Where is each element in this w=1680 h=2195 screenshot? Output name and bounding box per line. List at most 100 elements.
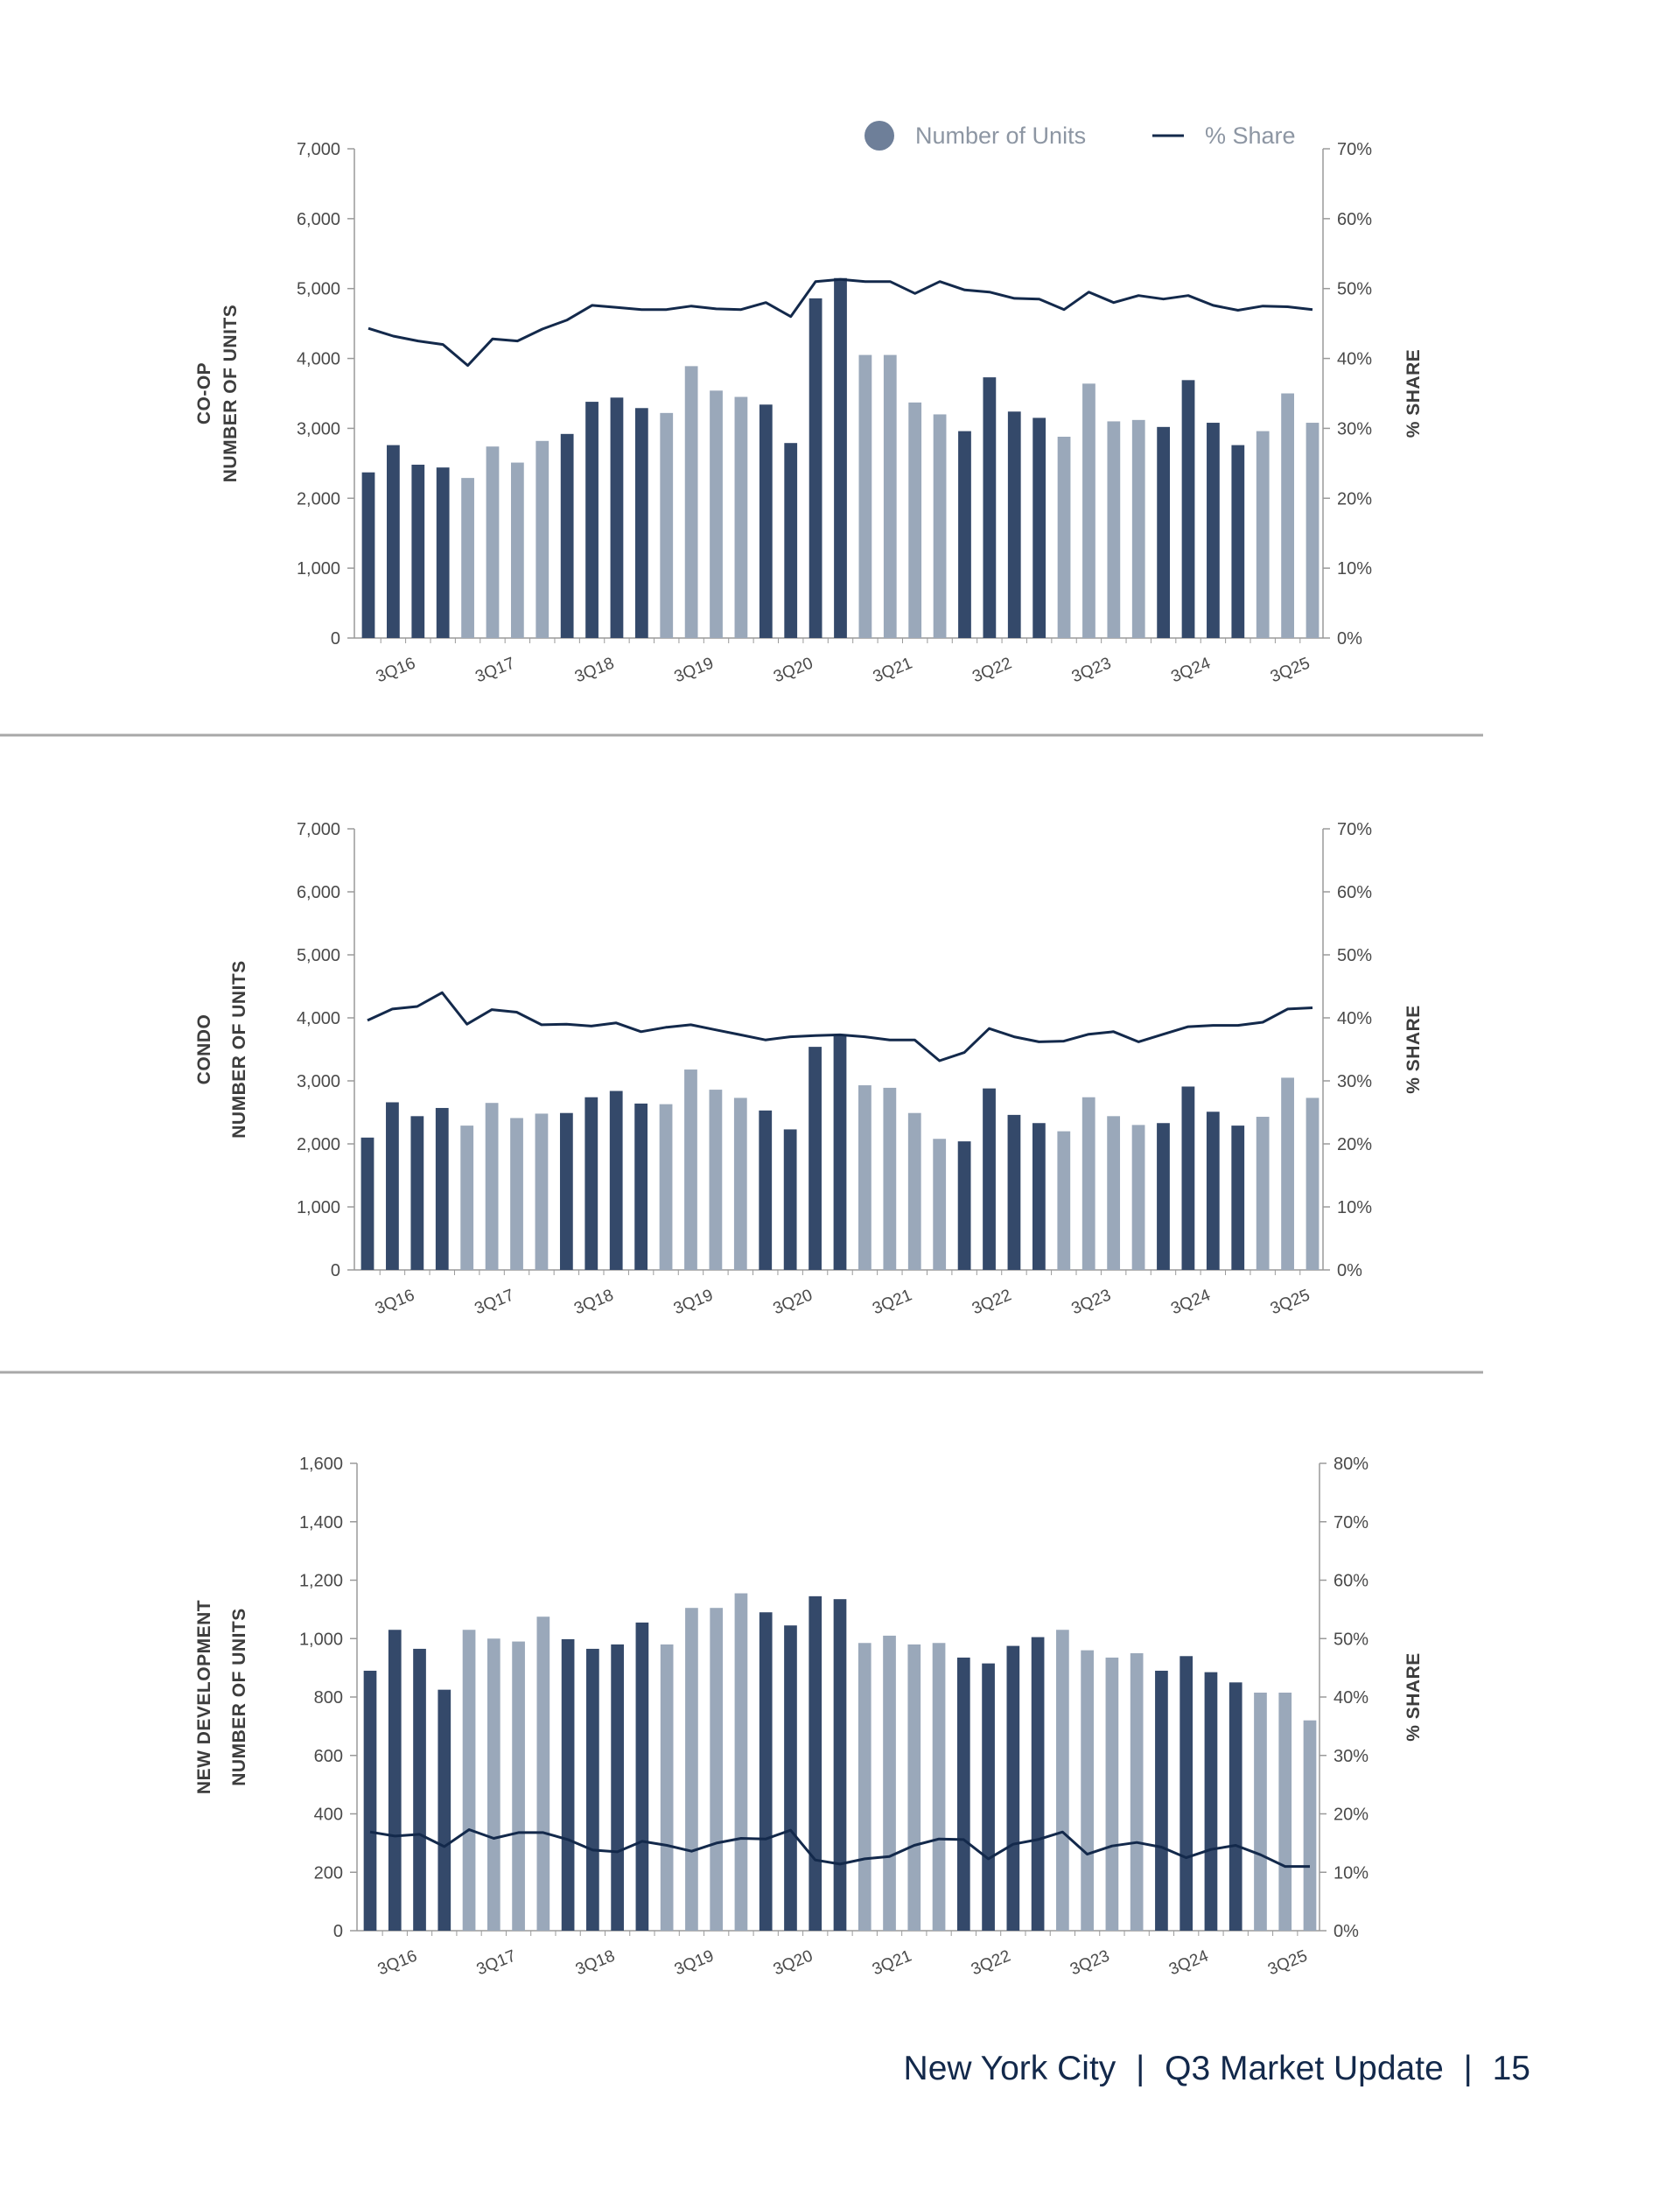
y-tick-label: 400 [314, 1806, 343, 1825]
bar [784, 1625, 797, 1931]
y2-tick-label: 10% [1334, 1863, 1368, 1883]
legend-units-marker [864, 121, 894, 151]
x-tick-label: 3Q21 [871, 654, 915, 686]
bar [883, 1087, 897, 1270]
y2-tick-label: 20% [1337, 489, 1372, 508]
bar [510, 462, 524, 638]
y-tick-label: 5,000 [297, 946, 340, 965]
y-axis-title: NUMBER OF UNITS [220, 305, 241, 483]
bar [1207, 423, 1220, 638]
y-tick-label: 4,000 [297, 350, 340, 369]
bar [733, 1098, 747, 1270]
bar [660, 412, 674, 638]
y2-tick-label: 0% [1334, 1922, 1359, 1941]
legend-units-label: Number of Units [915, 123, 1086, 149]
bar [411, 464, 425, 638]
bar [983, 377, 997, 638]
bar [1281, 393, 1294, 638]
y2-tick-label: 40% [1337, 350, 1372, 369]
bar [1006, 1645, 1020, 1931]
bar [386, 1102, 399, 1270]
bar [709, 1090, 723, 1270]
y2-tick-label: 30% [1337, 1072, 1372, 1091]
bar [1130, 1652, 1144, 1931]
bar [933, 1139, 947, 1270]
bar [1204, 1672, 1218, 1931]
footer-page-number: 15 [1492, 2050, 1530, 2087]
bar [360, 1137, 374, 1270]
bar [734, 396, 748, 638]
bar [734, 1593, 748, 1931]
y2-tick-label: 60% [1337, 210, 1372, 229]
y2-axis-title: % SHARE [1404, 1005, 1424, 1094]
bar [783, 1129, 797, 1270]
x-tick-label: 3Q18 [572, 654, 617, 686]
y2-tick-label: 70% [1334, 1513, 1368, 1532]
chart-legend: Number of Units % Share [864, 121, 1296, 151]
bar [1256, 431, 1270, 638]
bar [611, 1644, 624, 1931]
y2-tick-label: 30% [1334, 1747, 1368, 1766]
y2-tick-label: 40% [1334, 1688, 1368, 1708]
bar [1031, 1637, 1045, 1931]
bar [610, 397, 624, 638]
y-tick-label: 0 [331, 629, 340, 649]
bar [1231, 445, 1245, 638]
y-tick-label: 6,000 [297, 210, 340, 229]
footer-separator: | [1136, 2050, 1145, 2087]
chart-category-label: CONDO [194, 1014, 214, 1085]
bar [388, 1630, 402, 1931]
y-tick-label: 800 [314, 1688, 343, 1708]
legend-share-label: % Share [1205, 123, 1296, 149]
bar [536, 440, 550, 638]
y-tick-label: 4,000 [297, 1009, 340, 1028]
bar [1155, 1670, 1168, 1931]
bar [759, 404, 773, 638]
bar [1206, 1112, 1220, 1270]
y-tick-label: 3,000 [297, 419, 340, 438]
y-tick-label: 1,000 [299, 1630, 343, 1649]
bar [1181, 380, 1195, 638]
x-tick-label: 3Q16 [374, 654, 418, 686]
bar [759, 1612, 773, 1931]
bar [932, 1643, 946, 1931]
bar [1157, 426, 1171, 638]
bar [1057, 437, 1071, 638]
chart-category-label: CO-OP [194, 362, 214, 424]
bar [858, 1643, 872, 1931]
bar [486, 446, 500, 638]
x-tick-label: 3Q25 [1265, 1946, 1310, 1979]
bar [361, 472, 375, 638]
bar [561, 1638, 575, 1931]
bar [560, 433, 574, 638]
x-tick-label: 3Q19 [672, 1946, 717, 1979]
bar [510, 1118, 523, 1270]
y2-tick-label: 0% [1337, 1261, 1362, 1280]
bar [1107, 1116, 1121, 1270]
chart-1: 0 1,000 2,000 3,000 4,000 5,000 6,000 7,000 0% 10… [194, 140, 1424, 686]
bar [982, 1663, 995, 1931]
y-tick-label: 7,000 [297, 820, 340, 839]
y-tick-label: 1,000 [297, 559, 340, 579]
bar [659, 1104, 673, 1270]
bar [1107, 421, 1121, 638]
x-tick-label: 3Q20 [771, 1946, 816, 1979]
bar [363, 1670, 377, 1931]
y-tick-label: 2,000 [297, 489, 340, 508]
x-tick-label: 3Q24 [1168, 654, 1213, 686]
x-tick-label: 3Q23 [1068, 1946, 1112, 1979]
x-tick-label: 3Q25 [1268, 654, 1312, 686]
bar [634, 408, 648, 638]
y2-tick-label: 20% [1334, 1806, 1368, 1825]
y-tick-label: 0 [333, 1922, 343, 1941]
bar [1007, 1114, 1021, 1270]
x-tick-label: 3Q21 [870, 1286, 914, 1318]
bar [486, 1638, 500, 1931]
bar [536, 1616, 550, 1931]
bar [808, 298, 822, 638]
x-tick-label: 3Q18 [571, 1286, 616, 1318]
x-tick-label: 3Q16 [373, 1286, 417, 1318]
chart-3: 0 200 400 600 800 1,000 1,200 1,400 1,600 0% 10% 20… [194, 1455, 1424, 1979]
bar [883, 354, 897, 638]
bar [833, 1599, 847, 1931]
